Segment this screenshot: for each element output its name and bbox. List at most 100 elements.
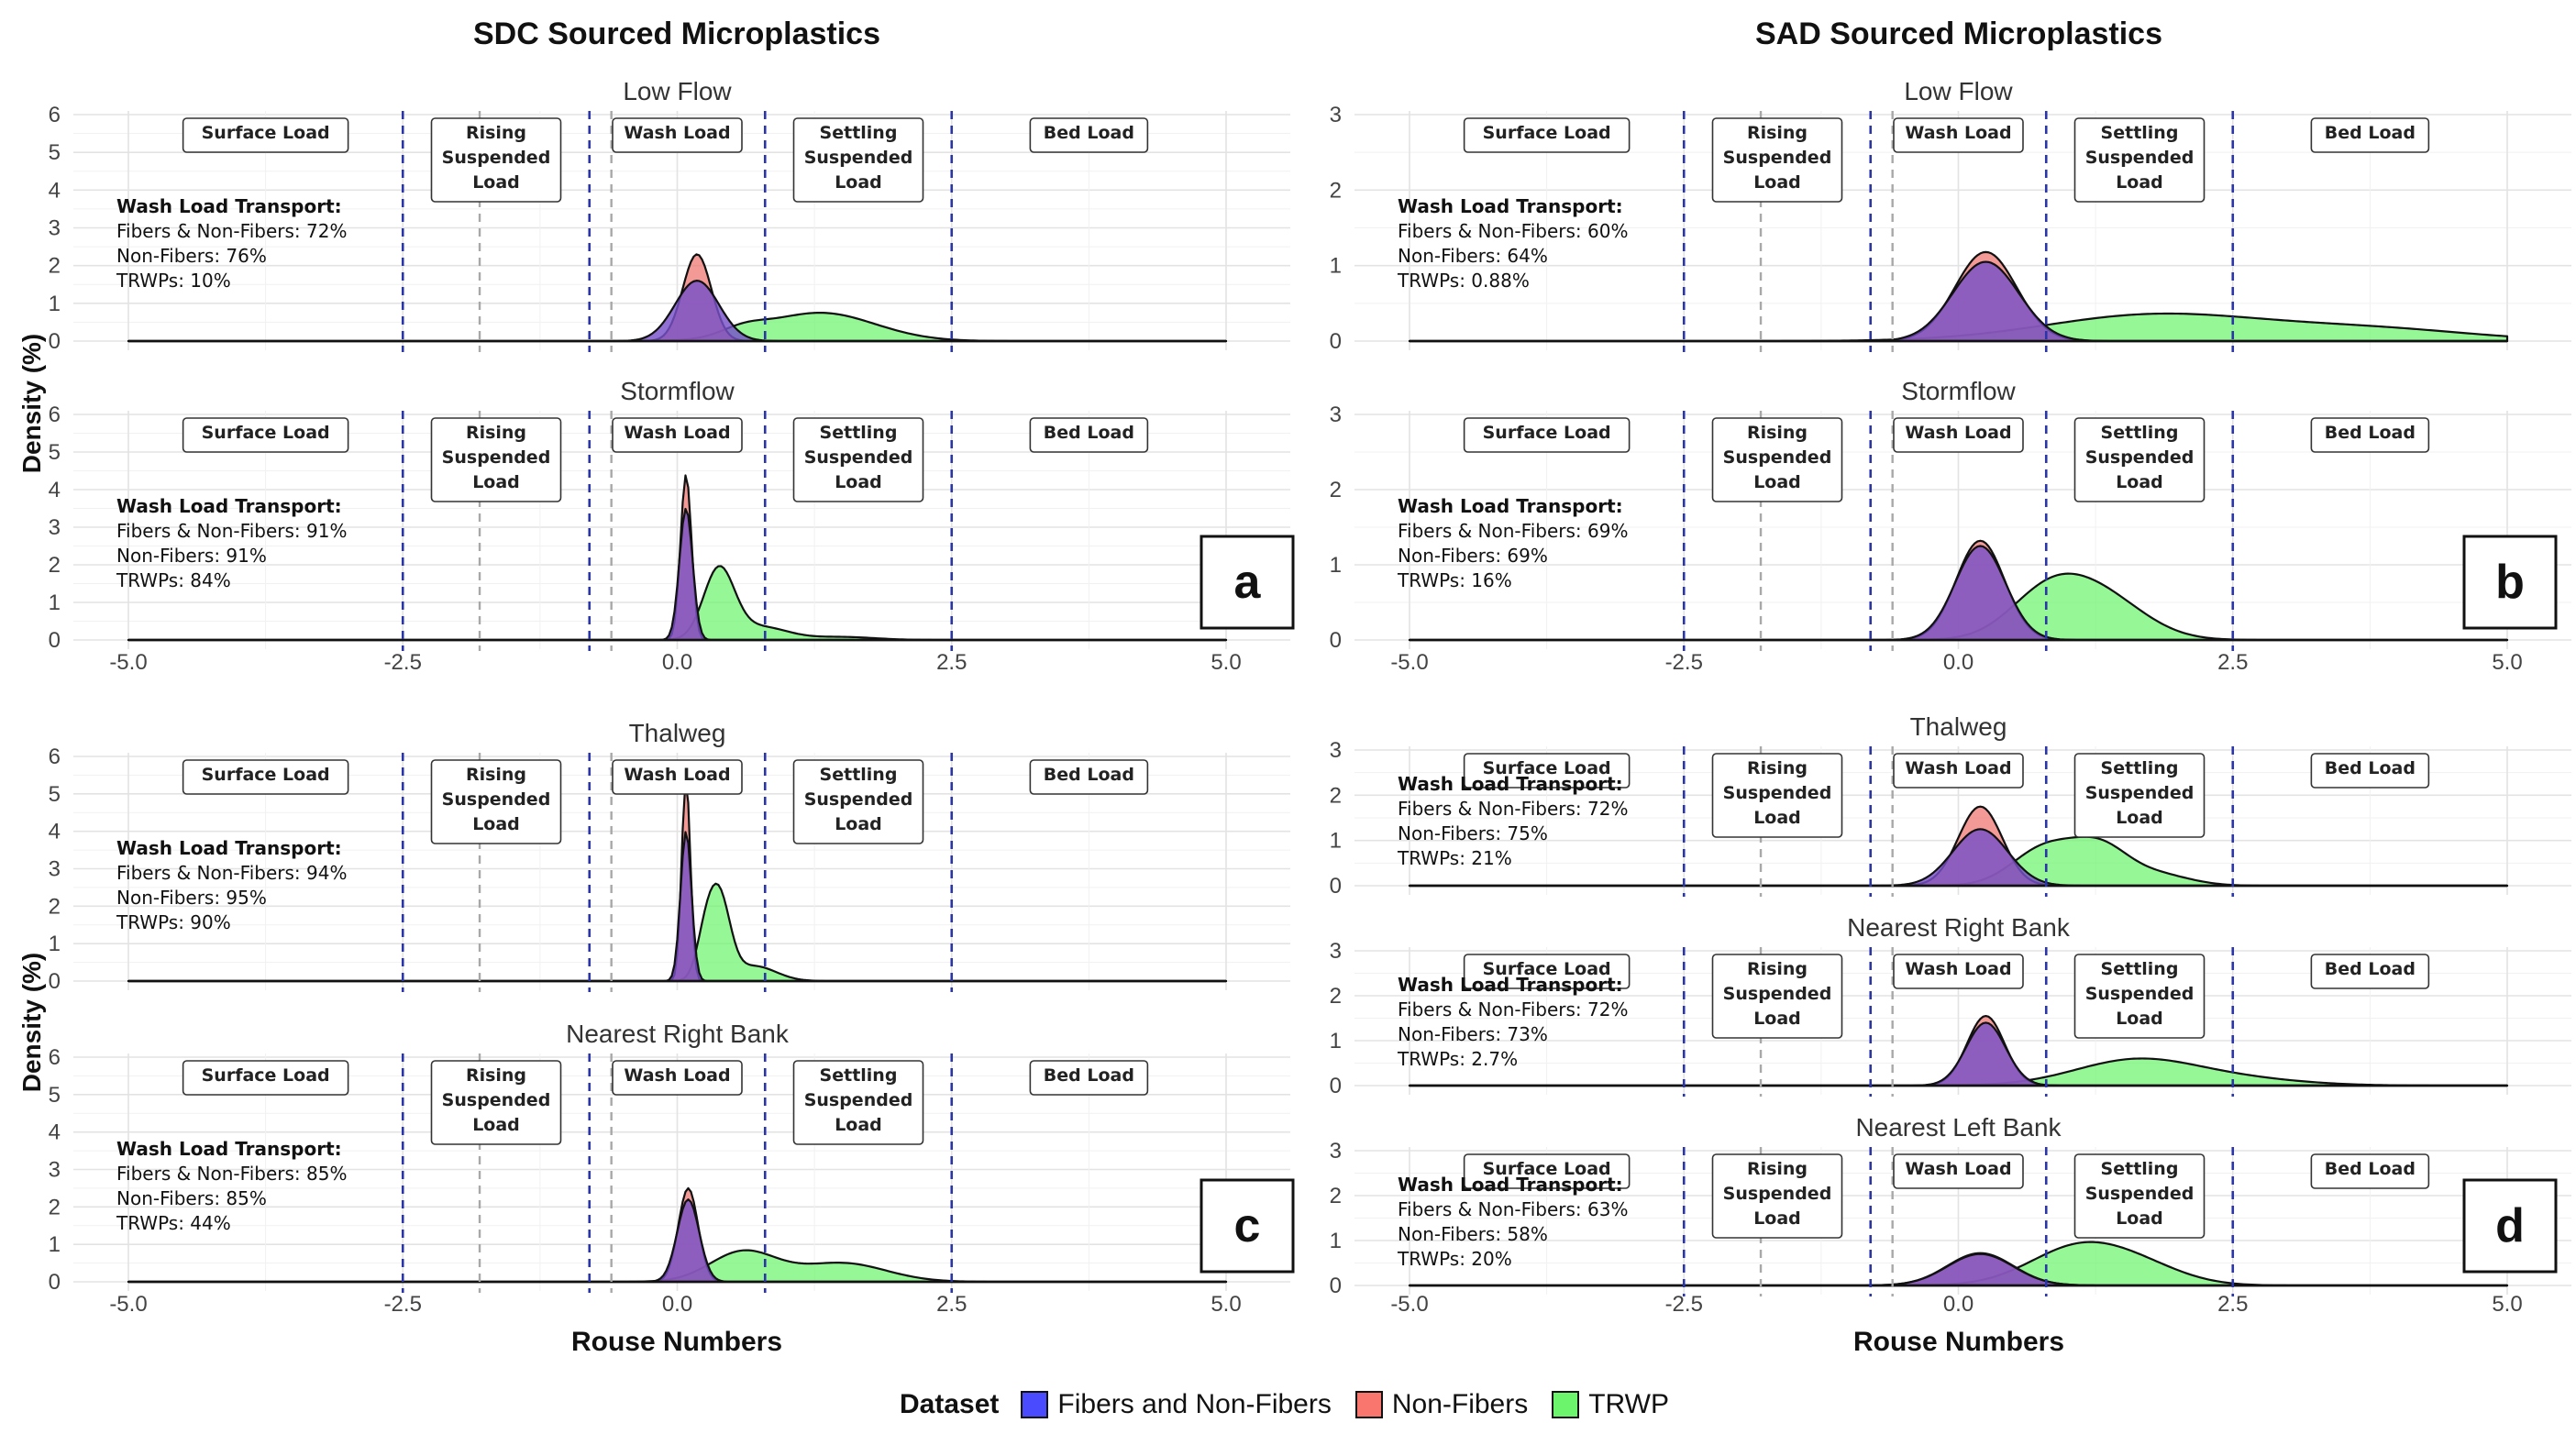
wash-load-transport-line: Fibers & Non-Fibers: 60%: [1398, 220, 1628, 242]
bed-load-label-box: [2310, 417, 2430, 453]
y-tick-label: 1: [1330, 254, 1342, 279]
panel: Nearest Right Bank 0 1 2 3 Surface Load Rising…: [1330, 913, 2571, 1098]
surface-load-label-box: [182, 117, 349, 153]
rising-suspended-load-label-text: Suspended: [442, 148, 551, 168]
y-tick-label: 1: [1330, 553, 1342, 578]
x-tick-label: -2.5: [384, 650, 422, 675]
y-tick-label: 6: [49, 403, 61, 427]
rising-suspended-load-label-text: Load: [1753, 172, 1801, 193]
y-tick-label: 1: [49, 292, 61, 316]
y-tick-label: 1: [49, 590, 61, 615]
bed-load-label-text: Bed Load: [2325, 123, 2416, 143]
wash-load-label-box: [1893, 1153, 2024, 1189]
y-tick-label: 1: [1330, 1229, 1342, 1253]
wash-load-label-text: Wash Load: [1905, 423, 2011, 443]
rising-suspended-load-label-text: Load: [1753, 808, 1801, 828]
settling-suspended-load-label-text: Load: [835, 814, 882, 834]
surface-load-label-box: [1463, 954, 1631, 989]
settling-suspended-load-label-text: Suspended: [2085, 1184, 2195, 1204]
rising-suspended-load-label-text: Suspended: [1723, 148, 1832, 168]
rising-suspended-load-label-box: [1711, 753, 1843, 838]
wash-load-label-text: Wash Load: [1905, 1159, 2011, 1179]
wash-load-label-text: Wash Load: [1905, 959, 2011, 979]
y-tick-label: 0: [49, 329, 61, 354]
rising-suspended-load-label-box: [1711, 117, 1843, 203]
surface-load-label-text: Surface Load: [1483, 758, 1611, 778]
y-tick-label: 5: [49, 440, 61, 465]
wash-load-label-text: Wash Load: [1905, 758, 2011, 778]
wash-load-transport-line: Fibers & Non-Fibers: 85%: [116, 1163, 347, 1185]
panel: Thalweg 0 1 2 3 Surface Load Rising Suspended Lo…: [1330, 712, 2571, 899]
wash-load-label-box: [612, 117, 743, 153]
wash-load-transport-line: Non-Fibers: 69%: [1398, 545, 1548, 567]
panel-letter: d: [2495, 1199, 2525, 1252]
wash-load-transport-line: Non-Fibers: 75%: [1398, 822, 1548, 844]
bed-load-label-text: Bed Load: [1044, 1065, 1134, 1086]
wash-load-transport-line: Fibers & Non-Fibers: 94%: [116, 862, 347, 884]
surface-load-label-text: Surface Load: [1483, 959, 1611, 979]
y-tick-label: 1: [1330, 829, 1342, 854]
rising-suspended-load-label-text: Rising: [1747, 959, 1808, 979]
wash-load-transport-line: Fibers & Non-Fibers: 72%: [1398, 998, 1628, 1020]
bed-load-label-text: Bed Load: [2325, 423, 2416, 443]
y-tick-label: 0: [1330, 628, 1342, 653]
settling-suspended-load-label-box: [792, 1060, 924, 1145]
panel: Low Flow 0 1 2 3 Surface Load Rising Suspended L…: [1330, 77, 2571, 354]
y-axis-label: Density (%): [17, 953, 46, 1092]
x-tick-label: -2.5: [1665, 650, 1703, 675]
x-tick-label: 2.5: [2217, 650, 2248, 675]
wash-load-transport-line: TRWPs: 21%: [1397, 847, 1512, 869]
x-tick-label: -5.0: [1390, 650, 1428, 675]
y-tick-label: 5: [49, 1083, 61, 1108]
rising-suspended-load-label-text: Rising: [466, 765, 526, 785]
wash-load-transport-line: TRWPs: 84%: [116, 569, 231, 591]
bed-load-label-box: [2310, 117, 2430, 153]
surface-load-label-box: [182, 417, 349, 453]
settling-suspended-load-label-box: [792, 417, 924, 502]
wash-load-transport-line: Fibers & Non-Fibers: 91%: [116, 520, 347, 542]
y-tick-label: 2: [49, 254, 61, 279]
settling-suspended-load-label-text: Load: [2116, 1208, 2163, 1229]
settling-suspended-load-label-text: Settling: [2101, 123, 2179, 143]
surface-load-label-text: Surface Load: [202, 123, 330, 143]
panel: Stormflow 0 1 2 3 4 5 6 -5.0 -2.5 0.0 2.5 5.0 Surface…: [49, 377, 1295, 675]
rising-suspended-load-label-text: Load: [1753, 1009, 1801, 1029]
surface-load-label-box: [1463, 1153, 1631, 1189]
y-tick-label: 0: [1330, 1274, 1342, 1298]
rising-suspended-load-label-box: [1711, 1153, 1843, 1239]
rising-suspended-load-label-text: Rising: [1747, 423, 1808, 443]
wash-load-label-text: Wash Load: [624, 123, 730, 143]
panel: Low Flow 0 1 2 3 4 5 6 Surface Load Rising Suspend…: [49, 77, 1290, 354]
x-axis-label: Rouse Numbers: [571, 1327, 782, 1357]
wash-load-transport-title: Wash Load Transport:: [1398, 1174, 1623, 1196]
wash-load-transport-line: Non-Fibers: 73%: [1398, 1023, 1548, 1045]
legend-key-fibers-and-non-fibers: [1021, 1391, 1049, 1418]
rising-suspended-load-label-text: Rising: [1747, 758, 1808, 778]
panel: Nearest Right Bank 0 1 2 3 4 5 6 -5.0 -2.5 0.0 2.5 5…: [49, 1020, 1295, 1317]
panel-title: Low Flow: [623, 77, 732, 105]
panel: Stormflow 0 1 2 3 -5.0 -2.5 0.0 2.5 5.0 Surface Lo…: [1330, 377, 2571, 675]
y-tick-label: 5: [49, 140, 61, 165]
wash-load-transport-line: Non-Fibers: 76%: [116, 245, 267, 267]
wash-load-transport-line: TRWPs: 2.7%: [1397, 1048, 1518, 1070]
settling-suspended-load-label-text: Suspended: [2085, 148, 2195, 168]
panel-title: Nearest Right Bank: [566, 1020, 790, 1048]
surface-load-label-box: [1463, 417, 1631, 453]
settling-suspended-load-label-box: [2073, 954, 2206, 1039]
legend-label-non-fibers: Non-Fibers: [1391, 1389, 1529, 1419]
rising-suspended-load-label-text: Load: [472, 1115, 520, 1135]
x-tick-label: 5.0: [1211, 1292, 1241, 1317]
settling-suspended-load-label-text: Suspended: [804, 789, 913, 810]
rising-suspended-load-label-text: Load: [472, 172, 520, 193]
panel-title: Thalweg: [629, 719, 726, 747]
wash-load-label-text: Wash Load: [1905, 123, 2011, 143]
surface-load-label-box: [1463, 117, 1631, 153]
wash-load-transport-title: Wash Load Transport:: [1398, 495, 1623, 517]
rising-suspended-load-label-text: Load: [1753, 472, 1801, 492]
y-tick-label: 1: [1330, 1029, 1342, 1053]
settling-suspended-load-label-text: Load: [835, 172, 882, 193]
bed-load-label-box: [2310, 1153, 2430, 1189]
rising-suspended-load-label-text: Load: [1753, 1208, 1801, 1229]
settling-suspended-load-label-text: Settling: [2101, 758, 2179, 778]
rising-suspended-load-label-text: Suspended: [1723, 447, 1832, 468]
